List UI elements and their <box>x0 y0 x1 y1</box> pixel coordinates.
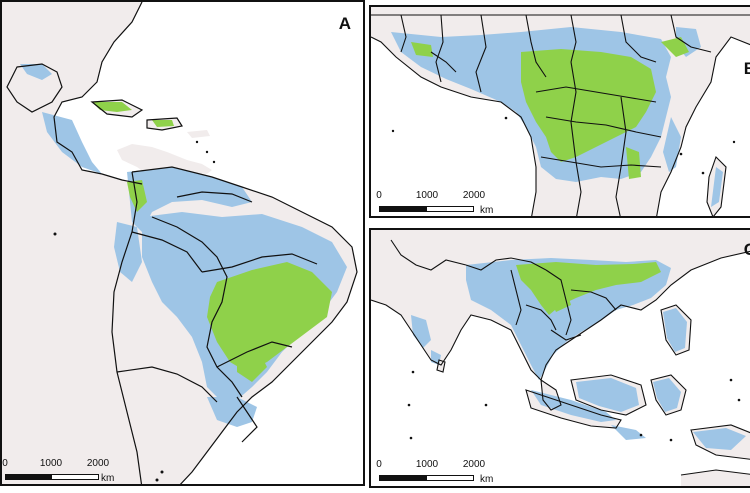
map-panel-americas: A 0 1000 2000 km <box>0 0 365 486</box>
scale-bar-graphic <box>379 475 474 481</box>
scale-bar: 0 1000 2000 km <box>376 190 559 216</box>
panel-label-b: B <box>744 59 750 79</box>
americas-map <box>2 2 358 484</box>
small-islands <box>53 140 216 482</box>
scale-bar-ticks: 0 1000 2000 <box>2 458 177 472</box>
scale-bar-graphic <box>379 206 474 212</box>
scale-bar-graphic <box>5 474 99 480</box>
scale-tick-2000: 2000 <box>462 190 486 201</box>
country-borders <box>371 239 750 476</box>
scale-unit: km <box>101 473 115 484</box>
scale-bar: 0 1000 2000 km <box>376 459 559 486</box>
asia-map <box>371 230 750 486</box>
scale-tick-2000: 2000 <box>86 458 110 469</box>
panel-label-c: C <box>744 240 750 260</box>
forest-cover-blue <box>411 258 746 450</box>
africa-map <box>371 7 750 216</box>
scale-tick-1000: 1000 <box>415 190 439 201</box>
map-panel-africa: B 0 1000 2000 km <box>369 5 750 218</box>
scale-unit: km <box>480 474 494 485</box>
scale-tick-1000: 1000 <box>39 458 63 469</box>
scale-tick-0: 0 <box>376 459 382 470</box>
scale-tick-1000: 1000 <box>415 459 439 470</box>
scale-bar: 0 1000 2000 km <box>2 458 177 484</box>
scale-tick-2000: 2000 <box>462 459 486 470</box>
scale-unit: km <box>480 205 494 216</box>
country-borders <box>6 2 358 484</box>
small-islands <box>407 370 741 442</box>
small-islands <box>391 116 736 175</box>
scale-tick-0: 0 <box>376 190 382 201</box>
scale-bar-ticks: 0 1000 2000 <box>376 459 559 473</box>
scale-bar-ticks: 0 1000 2000 <box>376 190 559 204</box>
country-borders <box>371 14 750 216</box>
panel-label-a: A <box>338 14 351 33</box>
forest-cover-green <box>411 37 689 179</box>
map-panel-asia: C 0 1000 2000 km <box>369 228 750 488</box>
scale-tick-0: 0 <box>2 458 8 469</box>
